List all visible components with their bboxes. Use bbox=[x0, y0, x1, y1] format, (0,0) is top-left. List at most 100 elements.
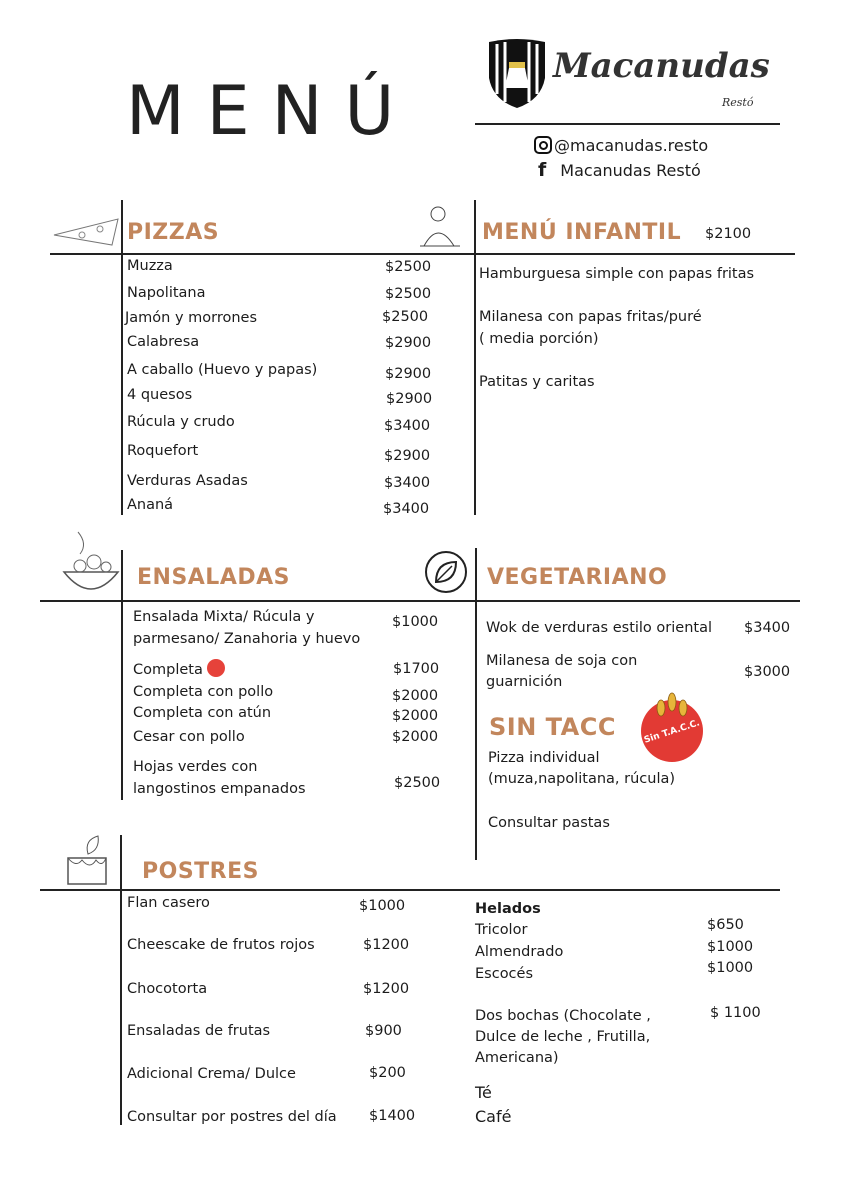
brand-logo-sub: Restó bbox=[722, 96, 754, 109]
menu-item-name: Almendrado bbox=[475, 944, 564, 960]
menu-item-name: Ensalada Mixta/ Rúcula y bbox=[133, 609, 315, 625]
facebook-icon: f bbox=[538, 159, 547, 181]
menu-item-name: Hamburguesa simple con papas fritas bbox=[479, 266, 755, 282]
menu-item-name: Ananá bbox=[127, 497, 174, 513]
menu-item-price: $1200 bbox=[363, 981, 410, 997]
menu-item-price: $2000 bbox=[392, 729, 439, 745]
menu-item-name: Cheescake de frutos rojos bbox=[127, 937, 315, 953]
menu-item-name: Napolitana bbox=[127, 285, 206, 301]
menu-item-price: $2900 bbox=[385, 366, 432, 382]
menu-item-name: Escocés bbox=[475, 966, 534, 982]
sin-tacc-badge-icon: Sin T.A.C.C. bbox=[641, 692, 703, 762]
menu-item-name: Rúcula y crudo bbox=[127, 414, 235, 430]
menu-item-price: $2500 bbox=[385, 259, 432, 275]
menu-item-price: $2500 bbox=[385, 286, 432, 302]
section-title-pizzas: PIZZAS bbox=[127, 220, 220, 245]
menu-item-name: Wok de verduras estilo oriental bbox=[486, 620, 712, 636]
menu-item-name: Completa bbox=[133, 659, 226, 680]
menu-item-price: $2900 bbox=[386, 391, 433, 407]
fries-icon bbox=[207, 659, 226, 677]
instagram-link[interactable]: @macanudas.resto bbox=[534, 136, 708, 155]
divider bbox=[40, 889, 780, 891]
divider bbox=[50, 253, 795, 255]
menu-item-price: $1000 bbox=[392, 614, 439, 630]
section-title-vegetariano: VEGETARIANO bbox=[487, 565, 668, 590]
menu-item-name: Pizza individual bbox=[488, 750, 600, 766]
menu-item-name: Muzza bbox=[127, 258, 173, 274]
menu-item-price: $3400 bbox=[384, 475, 431, 491]
menu-item-name: guarnición bbox=[486, 674, 563, 690]
cake-icon bbox=[67, 835, 107, 885]
menu-item-price: $1400 bbox=[369, 1108, 416, 1124]
menu-item-price: $900 bbox=[365, 1023, 402, 1039]
section-title-ensaladas: ENSALADAS bbox=[137, 565, 290, 590]
menu-item-name: Verduras Asadas bbox=[127, 473, 248, 489]
divider bbox=[475, 548, 477, 860]
divider bbox=[120, 835, 122, 1125]
pizza-slice-icon bbox=[53, 218, 119, 246]
brand-logo-text: Macanudas bbox=[553, 46, 770, 86]
helados-heading: Helados bbox=[475, 901, 541, 917]
salad-bowl-icon bbox=[62, 531, 120, 590]
section-title-sin-tacc: SIN TACC bbox=[489, 713, 616, 741]
divider bbox=[40, 600, 800, 602]
shield-logo-icon bbox=[489, 39, 545, 108]
menu-item-name: Consultar por postres del día bbox=[127, 1109, 337, 1125]
menu-item-price: $3400 bbox=[384, 418, 431, 434]
page-title: MENÚ bbox=[126, 72, 417, 151]
menu-item-price: $3400 bbox=[383, 501, 430, 517]
menu-item-price: $2500 bbox=[382, 309, 429, 325]
menu-item-price: $1000 bbox=[707, 939, 754, 955]
menu-item-name: ( media porción) bbox=[479, 331, 599, 347]
menu-item-name: langostinos empanados bbox=[133, 781, 306, 797]
menu-item-name: Milanesa con papas fritas/puré bbox=[479, 309, 702, 325]
menu-item-name: Americana) bbox=[475, 1050, 559, 1066]
menu-item-price: $2000 bbox=[392, 708, 439, 724]
menu-item-name: Completa con pollo bbox=[133, 684, 274, 700]
menu-item-name: Tricolor bbox=[475, 922, 528, 938]
menu-item-name: Calabresa bbox=[127, 334, 200, 350]
menu-item-price: $1200 bbox=[363, 937, 410, 953]
menu-item-price: $ 1100 bbox=[710, 1005, 761, 1021]
chef-illustration-icon bbox=[420, 206, 460, 247]
menu-item-price: $3000 bbox=[744, 664, 791, 680]
menu-item-name: parmesano/ Zanahoria y huevo bbox=[133, 631, 361, 647]
menu-item-name: Consultar pastas bbox=[488, 815, 610, 831]
facebook-link[interactable]: f Macanudas Restó bbox=[538, 159, 701, 181]
menu-item-name: Roquefort bbox=[127, 443, 199, 459]
divider bbox=[121, 200, 123, 515]
menu-item-price: $1700 bbox=[393, 661, 440, 677]
menu-item-price: $2900 bbox=[384, 448, 431, 464]
menu-item-name: Dos bochas (Chocolate , bbox=[475, 1008, 651, 1024]
menu-item-name: Té bbox=[475, 1083, 492, 1102]
divider bbox=[475, 123, 780, 125]
wheat-icon bbox=[656, 692, 688, 717]
menu-item-name: Chocotorta bbox=[127, 981, 208, 997]
menu-item-name: 4 quesos bbox=[127, 387, 193, 403]
menu-item-price: $650 bbox=[707, 917, 744, 933]
menu-item-price: $2900 bbox=[385, 335, 432, 351]
menu-item-name: (muza,napolitana, rúcula) bbox=[488, 771, 676, 787]
menu-item-name: Patitas y caritas bbox=[479, 374, 595, 390]
instagram-icon bbox=[534, 136, 552, 154]
menu-item-name: Flan casero bbox=[127, 895, 210, 911]
menu-item-price: $1000 bbox=[707, 960, 754, 976]
menu-item-price: $2500 bbox=[394, 775, 441, 791]
menu-item-price: $3400 bbox=[744, 620, 791, 636]
menu-item-name: A caballo (Huevo y papas) bbox=[127, 362, 318, 378]
menu-item-price: $200 bbox=[369, 1065, 406, 1081]
menu-item-price: $1000 bbox=[359, 898, 406, 914]
menu-item-name: Dulce de leche , Frutilla, bbox=[475, 1029, 651, 1045]
menu-item-name: Cesar con pollo bbox=[133, 729, 245, 745]
infantil-price: $2100 bbox=[705, 226, 752, 242]
menu-item-name: Adicional Crema/ Dulce bbox=[127, 1066, 296, 1082]
divider bbox=[121, 550, 123, 800]
section-title-postres: POSTRES bbox=[142, 859, 259, 884]
menu-item-name: Café bbox=[475, 1107, 512, 1126]
menu-item-name: Hojas verdes con bbox=[133, 759, 258, 775]
menu-item-name: Completa con atún bbox=[133, 705, 272, 721]
divider bbox=[474, 200, 476, 515]
section-title-infantil: MENÚ INFANTIL bbox=[482, 220, 682, 245]
leaf-icon bbox=[425, 551, 467, 593]
